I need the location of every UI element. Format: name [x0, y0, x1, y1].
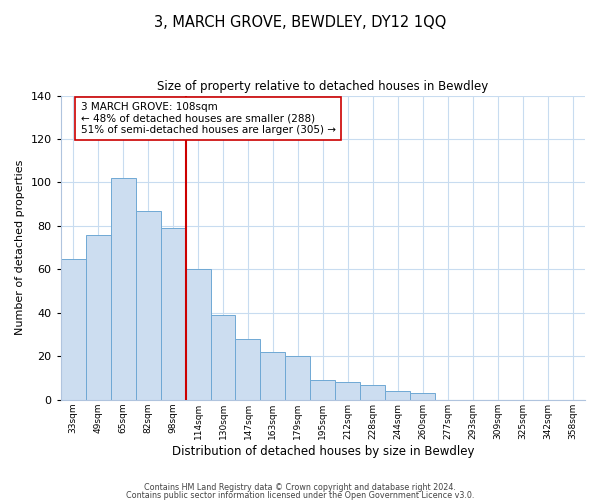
- Text: 3 MARCH GROVE: 108sqm
← 48% of detached houses are smaller (288)
51% of semi-det: 3 MARCH GROVE: 108sqm ← 48% of detached …: [80, 102, 335, 136]
- Bar: [86, 234, 110, 400]
- X-axis label: Distribution of detached houses by size in Bewdley: Distribution of detached houses by size …: [172, 444, 474, 458]
- Bar: [260, 352, 286, 400]
- Text: Contains public sector information licensed under the Open Government Licence v3: Contains public sector information licen…: [126, 491, 474, 500]
- Bar: [161, 228, 185, 400]
- Bar: [310, 380, 335, 400]
- Title: Size of property relative to detached houses in Bewdley: Size of property relative to detached ho…: [157, 80, 488, 93]
- Bar: [61, 258, 86, 400]
- Bar: [410, 394, 435, 400]
- Bar: [185, 270, 211, 400]
- Text: 3, MARCH GROVE, BEWDLEY, DY12 1QQ: 3, MARCH GROVE, BEWDLEY, DY12 1QQ: [154, 15, 446, 30]
- Bar: [361, 384, 385, 400]
- Bar: [286, 356, 310, 400]
- Bar: [211, 315, 235, 400]
- Bar: [335, 382, 361, 400]
- Bar: [110, 178, 136, 400]
- Bar: [385, 391, 410, 400]
- Bar: [235, 339, 260, 400]
- Bar: [136, 210, 161, 400]
- Y-axis label: Number of detached properties: Number of detached properties: [15, 160, 25, 336]
- Text: Contains HM Land Registry data © Crown copyright and database right 2024.: Contains HM Land Registry data © Crown c…: [144, 484, 456, 492]
